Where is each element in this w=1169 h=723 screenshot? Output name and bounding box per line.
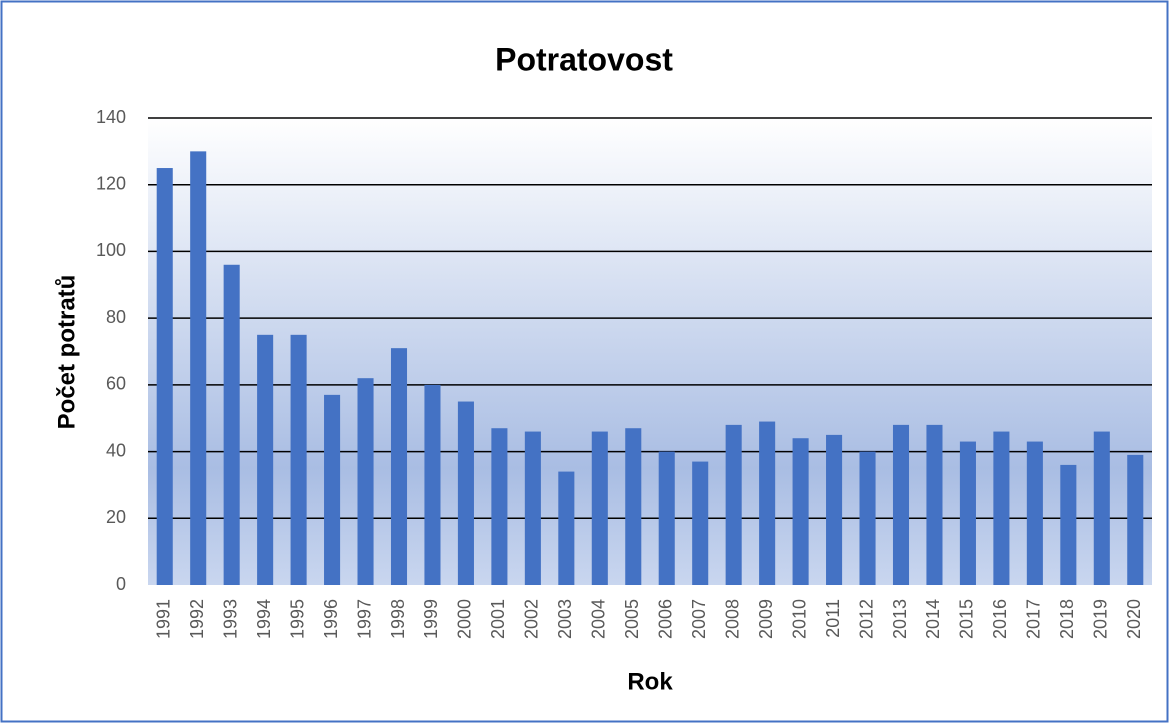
x-tick-label: 2000 — [455, 599, 475, 639]
x-tick-label: 2017 — [1024, 599, 1044, 639]
y-tick-label: 60 — [106, 374, 126, 394]
bar — [892, 424, 910, 585]
plot-area — [148, 118, 1152, 585]
bar — [692, 461, 709, 585]
bar — [424, 384, 441, 585]
bar — [156, 168, 173, 586]
bar — [859, 451, 876, 585]
x-tick-label: 1992 — [187, 599, 207, 639]
chart-title: Potratovost — [495, 41, 673, 77]
bar — [725, 424, 742, 585]
bar — [524, 431, 541, 585]
x-tick-label: 2009 — [756, 599, 776, 639]
y-tick-label: 80 — [106, 307, 126, 327]
y-tick-label: 20 — [106, 507, 126, 527]
bar — [959, 441, 976, 585]
x-tick-label: 2001 — [488, 599, 508, 639]
x-tick-label: 1997 — [354, 599, 374, 639]
x-tick-label: 2006 — [655, 599, 675, 639]
bar — [1060, 464, 1077, 585]
x-tick-label: 1996 — [321, 599, 341, 639]
x-tick-label: 1995 — [287, 599, 307, 639]
x-tick-label: 2013 — [890, 599, 910, 639]
bar — [591, 431, 608, 585]
bar — [257, 334, 274, 585]
x-tick-label: 1999 — [421, 599, 441, 639]
bar — [926, 424, 943, 585]
bar — [491, 428, 508, 585]
x-tick-label: 1998 — [388, 599, 408, 639]
x-tick-label: 2005 — [622, 599, 642, 639]
y-tick-label: 0 — [116, 574, 126, 594]
x-tick-label: 2010 — [789, 599, 809, 639]
bar — [792, 438, 809, 585]
bar — [324, 394, 341, 585]
bar — [190, 151, 207, 585]
y-tick-label: 140 — [96, 107, 126, 127]
x-tick-label: 2012 — [856, 599, 876, 639]
x-tick-label: 2015 — [957, 599, 977, 639]
bar — [1026, 441, 1043, 585]
x-tick-label: 2014 — [923, 599, 943, 639]
bar — [390, 348, 408, 585]
x-tick-label: 2019 — [1091, 599, 1111, 639]
bar — [457, 401, 474, 585]
bar — [558, 471, 575, 585]
x-tick-label: 2016 — [990, 599, 1010, 639]
x-tick-label: 1993 — [220, 599, 240, 639]
bar — [290, 334, 307, 585]
x-axis-label: Rok — [627, 668, 673, 695]
x-tick-label: 1994 — [254, 599, 274, 639]
x-tick-label: 2011 — [823, 599, 843, 638]
y-tick-label: 40 — [106, 440, 126, 460]
x-tick-label: 2020 — [1124, 599, 1144, 639]
x-tick-label: 2002 — [522, 599, 542, 639]
bar — [625, 428, 642, 585]
bar — [826, 434, 843, 585]
y-tick-label: 120 — [96, 173, 126, 193]
y-tick-label: 100 — [96, 240, 126, 260]
y-axis-label: Počet potratů — [53, 275, 80, 430]
x-tick-label: 2018 — [1057, 599, 1077, 639]
bar — [223, 264, 240, 585]
bar — [658, 451, 675, 585]
bar — [1127, 454, 1144, 585]
bar — [759, 421, 776, 585]
bar — [993, 431, 1010, 585]
x-tick-label: 2003 — [555, 599, 575, 639]
x-tick-label: 1991 — [153, 599, 173, 639]
x-tick-label: 2008 — [722, 599, 742, 639]
x-tick-label: 2007 — [689, 599, 709, 639]
x-tick-label: 2004 — [589, 599, 609, 639]
bar — [1093, 431, 1110, 585]
bar — [357, 378, 374, 585]
